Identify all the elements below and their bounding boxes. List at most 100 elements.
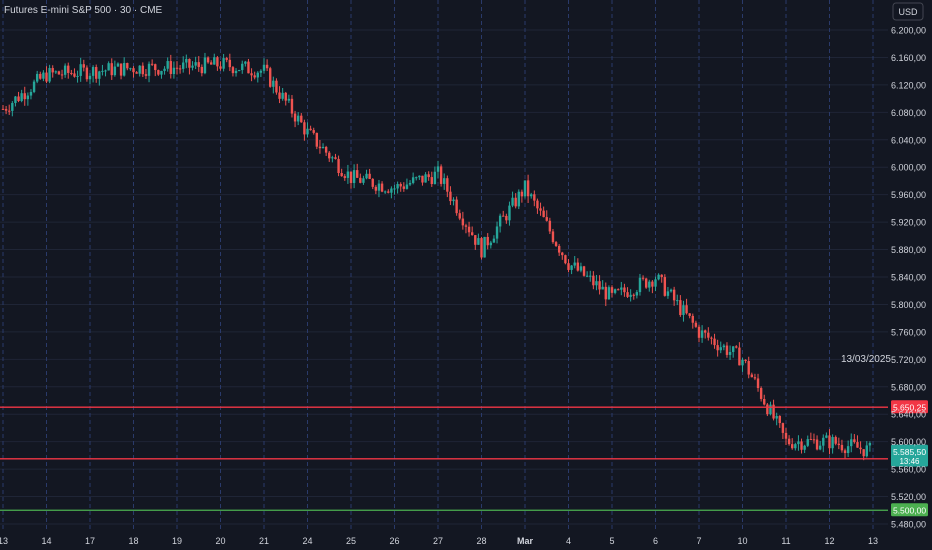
candle-body — [340, 173, 343, 177]
candle-body — [166, 61, 169, 69]
candle-body — [557, 245, 561, 253]
candle-body — [579, 266, 583, 271]
candle-body — [585, 275, 589, 277]
candle-body — [464, 225, 468, 227]
candle-body — [763, 398, 766, 405]
x-tick-label: 5 — [609, 536, 614, 546]
candle-body — [88, 75, 92, 80]
candle-body — [11, 103, 14, 111]
price-level-tag — [891, 400, 928, 414]
candle-body — [178, 68, 182, 70]
candle-body — [60, 74, 64, 76]
x-tick-label: 19 — [172, 536, 182, 546]
candle-body — [853, 439, 856, 443]
candle-body — [383, 191, 387, 193]
candle-body — [390, 188, 393, 193]
candle-body — [620, 287, 623, 290]
candle-body — [259, 70, 263, 73]
candle-body — [480, 238, 483, 258]
candle-body — [82, 64, 85, 68]
candle-body — [498, 215, 502, 227]
candle-body — [315, 132, 319, 147]
candle-body — [818, 445, 822, 450]
candle-body — [735, 346, 738, 348]
candle-body — [676, 300, 679, 302]
candle-body — [514, 197, 517, 207]
candle-body — [377, 183, 381, 191]
candle-body — [502, 215, 505, 217]
candle-body — [505, 215, 508, 221]
candle-body — [303, 122, 306, 135]
candle-body — [629, 294, 632, 297]
candle-body — [840, 444, 844, 451]
candle-body — [713, 338, 716, 346]
candle-body — [337, 158, 340, 174]
candle-body — [45, 72, 48, 82]
candle-body — [635, 292, 639, 296]
candle-body — [660, 274, 663, 278]
candle-body — [865, 445, 868, 457]
candle-body — [623, 287, 626, 293]
candle-body — [672, 289, 676, 301]
candle-body — [449, 191, 452, 202]
candle-body — [228, 59, 232, 68]
candle-body — [725, 345, 729, 355]
candle-body — [4, 109, 8, 111]
candle-body — [455, 199, 458, 214]
candle-body — [850, 439, 853, 447]
candle-body — [262, 64, 266, 71]
y-tick-label: 6.160,00 — [891, 53, 926, 63]
candle-body — [520, 191, 524, 197]
candle-body — [359, 177, 362, 183]
candle-body — [470, 232, 474, 236]
candle-body — [275, 80, 278, 93]
candle-body — [452, 199, 455, 202]
candle-body — [573, 262, 576, 266]
candle-body — [73, 73, 76, 77]
candle-body — [657, 274, 660, 280]
candle-body — [415, 177, 418, 179]
candle-body — [607, 287, 611, 300]
candle-body — [26, 95, 30, 100]
candle-body — [247, 61, 250, 74]
candle-body — [293, 113, 297, 122]
currency-button[interactable] — [892, 2, 924, 21]
candle-body — [809, 439, 813, 441]
candle-body — [744, 359, 747, 361]
candle-body — [467, 226, 471, 233]
candle-body — [79, 64, 82, 76]
chart-title: Futures E-mini S&P 500 · 30 · CME — [4, 5, 163, 16]
x-tick-label: 11 — [781, 536, 790, 546]
candle-body — [772, 404, 775, 419]
x-tick-label: 25 — [346, 536, 356, 546]
time-axis: 13 14 17 18 19 20 21 24 25 26 27 28 Mar 4 5 6 7 10 11 12 13 — [0, 536, 878, 546]
candle-body — [324, 146, 328, 153]
x-tick-label: 13 — [868, 536, 878, 546]
candle-body — [427, 174, 430, 178]
candle-body — [35, 73, 39, 82]
candle-body — [741, 359, 744, 366]
candle-body — [797, 441, 800, 445]
last-price-label: 5.585,50 — [893, 447, 926, 457]
x-tick-label: 10 — [737, 536, 747, 546]
candle-body — [825, 435, 828, 438]
candle-body — [110, 63, 113, 76]
candle-body — [272, 80, 275, 87]
candle-body — [828, 435, 831, 449]
price-level-label: 5.650,25 — [893, 402, 926, 412]
candle-body — [107, 63, 110, 71]
candle-body — [349, 171, 353, 183]
candle-body — [265, 64, 269, 69]
x-tick-label: 7 — [696, 536, 701, 546]
candle-body — [533, 194, 536, 201]
candle-body — [691, 315, 694, 323]
candle-body — [461, 218, 465, 226]
x-tick-label: 14 — [41, 536, 51, 546]
candle-body — [154, 64, 157, 71]
candle-body — [759, 388, 763, 399]
candle-body — [234, 70, 238, 74]
candle-body — [539, 208, 542, 211]
candle-body — [284, 92, 287, 101]
